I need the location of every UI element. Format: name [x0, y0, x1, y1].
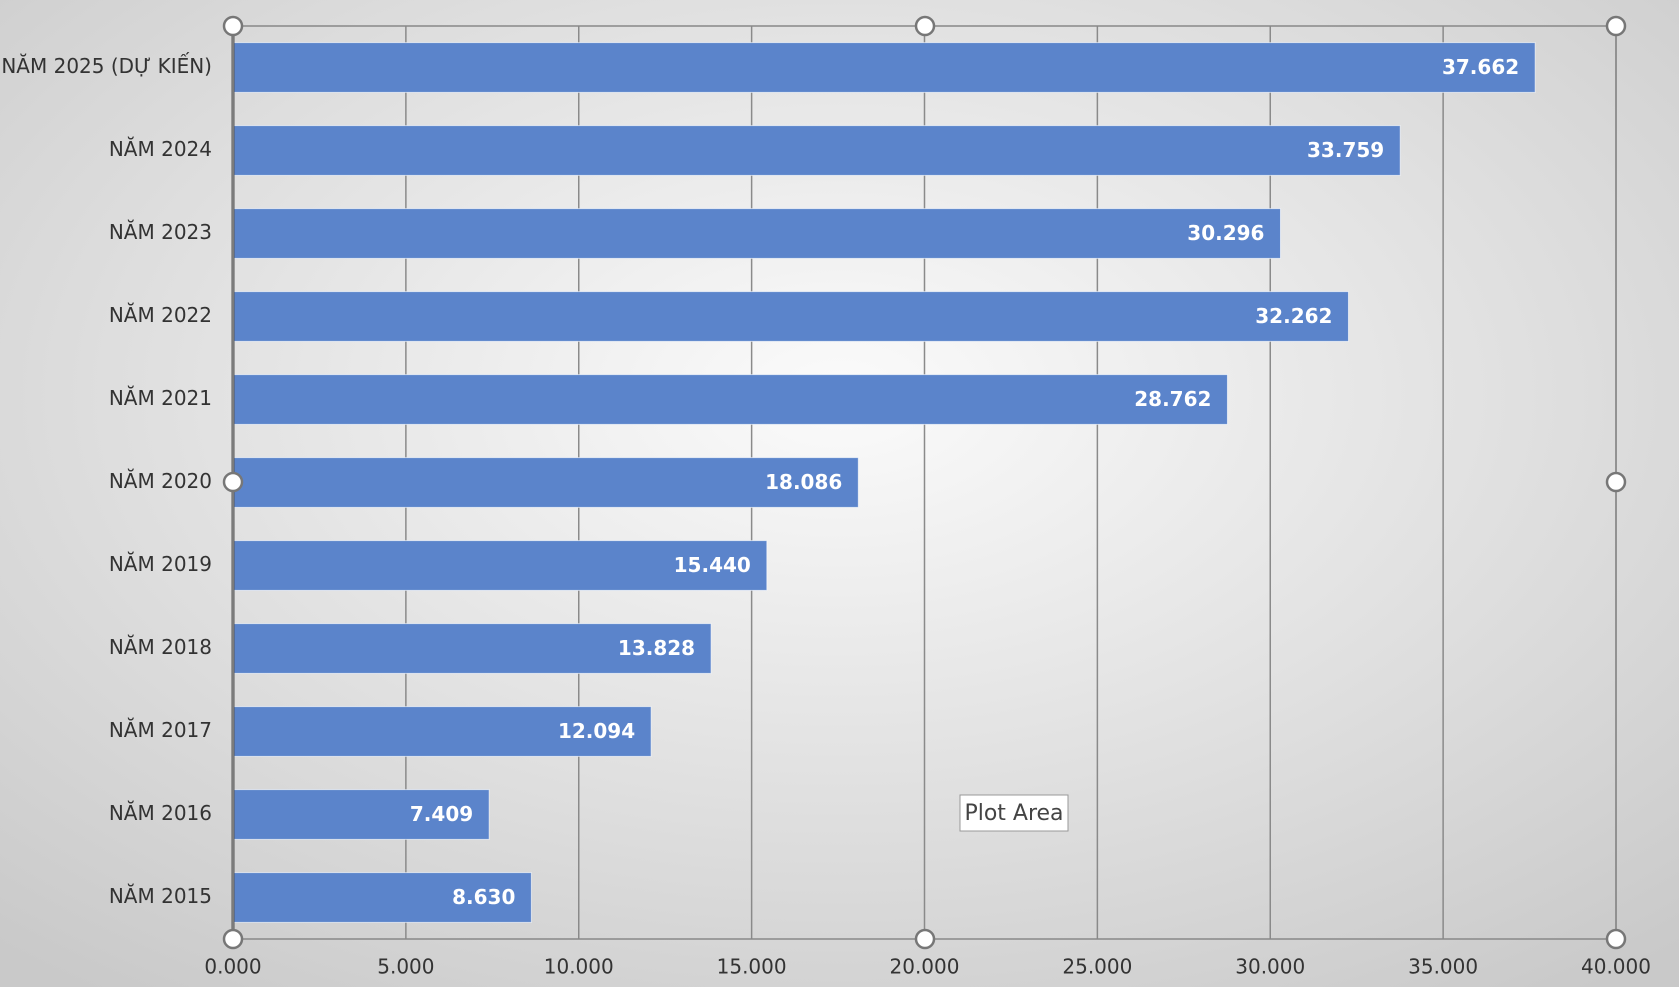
x-tick-label: 15.000: [717, 955, 787, 979]
y-tick-label: NĂM 2019: [109, 552, 212, 576]
value-label: 13.828: [618, 636, 695, 660]
handle[interactable]: [222, 928, 244, 950]
y-tick-label: NĂM 2024: [109, 137, 212, 161]
handle[interactable]: [914, 15, 936, 37]
x-tick-label: 30.000: [1235, 955, 1305, 979]
value-label: 12.094: [558, 719, 635, 743]
y-tick-label: NĂM 2025 (DỰ KIẾN): [1, 53, 212, 78]
value-label: 18.086: [765, 470, 842, 494]
handle[interactable]: [1605, 928, 1627, 950]
handle[interactable]: [1605, 15, 1627, 37]
x-tick-label: 20.000: [890, 955, 960, 979]
value-label: 15.440: [674, 553, 751, 577]
value-label: 32.262: [1255, 304, 1332, 328]
y-tick-label: NĂM 2023: [109, 220, 212, 244]
handle[interactable]: [914, 928, 936, 950]
bar: [232, 540, 768, 591]
value-label: 7.409: [410, 802, 473, 826]
selection-frame: [222, 15, 1627, 950]
y-tick-label: NĂM 2021: [109, 386, 212, 410]
bar: [232, 42, 1536, 93]
tooltip-text: Plot Area: [964, 801, 1063, 826]
y-tick-label: NĂM 2017: [109, 718, 212, 742]
value-label: 33.759: [1307, 138, 1384, 162]
y-tick-label: NĂM 2015: [109, 884, 212, 908]
bar: [232, 291, 1349, 342]
y-tick-label: NĂM 2022: [109, 303, 212, 327]
tooltip-box: [959, 794, 1069, 832]
bar: [232, 457, 859, 508]
value-label: 8.630: [452, 885, 515, 909]
bar: [232, 789, 490, 840]
handle[interactable]: [1605, 471, 1627, 493]
x-tick-label: 0.000: [204, 955, 261, 979]
x-tick-label: 25.000: [1062, 955, 1132, 979]
bar: [232, 374, 1228, 425]
x-tick-label: 10.000: [544, 955, 614, 979]
y-tick-label: NĂM 2016: [109, 801, 212, 825]
bar: [232, 706, 652, 757]
bar: [232, 208, 1281, 259]
value-label: 30.296: [1187, 221, 1264, 245]
plot-area: 0.000 5.000 10.000 15.000 20.000 25.000 30.000…: [1, 26, 1651, 979]
tooltip: Plot Area: [959, 794, 1069, 832]
handle[interactable]: [222, 15, 244, 37]
value-label: 37.662: [1442, 55, 1519, 79]
x-tick-label: 5.000: [377, 955, 434, 979]
handle[interactable]: [222, 471, 244, 493]
x-tick-label: 40.000: [1581, 955, 1651, 979]
y-tick-label: NĂM 2020: [109, 469, 212, 493]
bar: [232, 623, 712, 674]
y-tick-label: NĂM 2018: [109, 635, 212, 659]
x-tick-label: 35.000: [1408, 955, 1478, 979]
value-label: 28.762: [1134, 387, 1211, 411]
bar: [232, 125, 1401, 176]
